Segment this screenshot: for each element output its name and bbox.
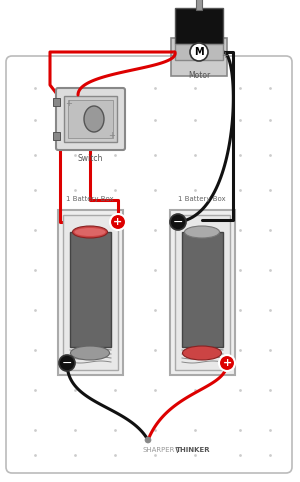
Text: −: −: [173, 215, 183, 228]
Text: 1 Battery Box: 1 Battery Box: [178, 196, 226, 202]
Text: THINKER: THINKER: [176, 447, 211, 453]
Bar: [175, 8, 223, 44]
Circle shape: [190, 43, 208, 61]
Ellipse shape: [184, 226, 220, 238]
Circle shape: [219, 355, 235, 371]
FancyBboxPatch shape: [6, 56, 292, 473]
Text: +: +: [110, 215, 118, 225]
Bar: [53, 132, 60, 140]
Bar: [53, 98, 60, 106]
Text: 1 Battery Box: 1 Battery Box: [66, 196, 114, 202]
Ellipse shape: [84, 106, 104, 132]
Text: +: +: [66, 98, 72, 107]
Text: +: +: [222, 52, 228, 61]
Text: +: +: [109, 131, 116, 139]
Bar: [182, 232, 223, 347]
Ellipse shape: [182, 346, 221, 360]
FancyBboxPatch shape: [56, 88, 125, 150]
Text: +: +: [222, 360, 230, 370]
Bar: [70, 232, 111, 347]
Circle shape: [170, 214, 186, 230]
Text: +: +: [63, 360, 71, 370]
Bar: [171, 38, 227, 76]
Ellipse shape: [73, 226, 107, 238]
Text: M: M: [194, 47, 204, 57]
Text: +: +: [175, 215, 183, 225]
Ellipse shape: [74, 228, 106, 236]
Circle shape: [110, 214, 126, 230]
Bar: [175, 215, 230, 370]
Text: +: +: [169, 52, 176, 61]
Text: +: +: [113, 217, 123, 227]
Text: +: +: [222, 358, 232, 368]
Bar: [196, 0, 202, 10]
Bar: [68, 100, 113, 138]
Text: −: −: [62, 357, 72, 370]
Circle shape: [145, 437, 151, 443]
Text: Motor: Motor: [188, 71, 210, 80]
Text: SHARPER: SHARPER: [142, 447, 175, 453]
Bar: [64, 96, 117, 142]
Bar: [58, 210, 123, 375]
Bar: [175, 44, 223, 60]
Circle shape: [59, 355, 75, 371]
Ellipse shape: [70, 346, 110, 360]
Text: Switch: Switch: [77, 154, 103, 163]
Bar: [63, 215, 118, 370]
Bar: [170, 210, 235, 375]
